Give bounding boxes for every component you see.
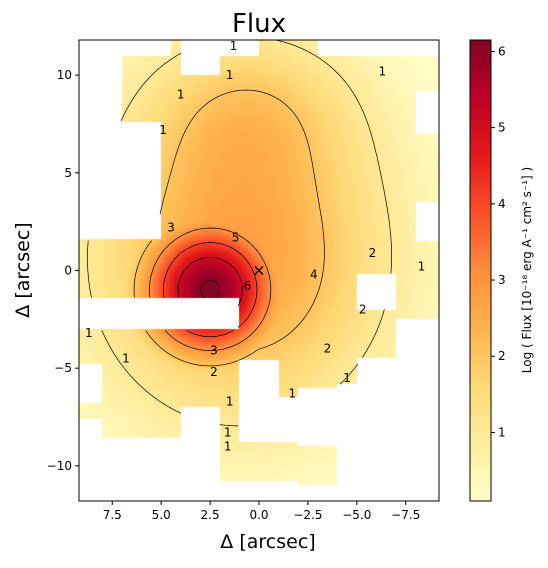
y-axis-label: Δ [arcsec] — [12, 222, 34, 317]
peak-cross: × — [252, 261, 265, 280]
contour-level-2 — [133, 89, 325, 367]
colorbar-label: Log ( Flux [10⁻¹⁸ erg A⁻¹ cm² s⁻¹] ) — [520, 167, 534, 373]
contour-label: 2 — [359, 303, 367, 317]
x-axis-label: Δ [arcsec] — [220, 531, 315, 553]
peak-marker: × — [252, 261, 265, 280]
contour-label: 1 — [418, 260, 426, 274]
colorbar-tick-label: 1 — [498, 425, 506, 439]
contour-label: 1 — [224, 439, 232, 453]
contour-label: 2 — [324, 342, 332, 356]
contour-label: 6 — [243, 279, 251, 293]
contour-label: 1 — [288, 387, 296, 401]
contour-level-5 — [177, 257, 243, 307]
colorbar-tick-label: 4 — [498, 197, 506, 211]
colorbar-ticks: 1 2 3 4 5 6 — [491, 44, 506, 439]
x-tick-label: −2.5 — [293, 508, 322, 522]
contour-label: 1 — [224, 426, 232, 440]
contour-level-4 — [162, 242, 258, 338]
colorbar-tick-label: 6 — [498, 44, 506, 58]
contour-label: 1 — [378, 64, 386, 78]
contour-label: 1 — [343, 371, 351, 385]
colorbar-tick-label: 2 — [498, 349, 506, 363]
contour-label: 3 — [210, 344, 218, 358]
colorbar-tick-label: 5 — [498, 121, 506, 135]
colorbar — [469, 39, 492, 502]
contour-level-6 — [200, 280, 220, 298]
contour-label: 4 — [310, 267, 318, 281]
contour-label: 1 — [122, 351, 130, 365]
y-tick-label: 0 — [64, 264, 72, 278]
contour-label: 2 — [210, 365, 218, 379]
contour-label: 2 — [369, 246, 377, 260]
contour-level-3 — [149, 227, 272, 351]
x-tick-label: 2.5 — [201, 508, 220, 522]
x-tick-label: 0.0 — [249, 508, 268, 522]
y-axis-ticks: 10 5 0 −5 −10 — [47, 68, 79, 473]
flux-heatmap — [79, 40, 439, 501]
x-tick-label: 5.0 — [152, 508, 171, 522]
y-tick-label: −10 — [47, 459, 72, 473]
y-tick-label: 10 — [57, 68, 72, 82]
y-tick-label: −5 — [54, 361, 72, 375]
chart-title: Flux — [232, 9, 286, 39]
contour-label: 1 — [226, 68, 234, 82]
x-axis-ticks: 7.5 5.0 2.5 0.0 −2.5 −5.0 −7.5 — [103, 501, 420, 522]
contour-label: 1 — [226, 394, 234, 408]
contour-label: 1 — [230, 39, 238, 53]
contour-label: 3 — [167, 221, 175, 235]
y-tick-label: 5 — [64, 166, 72, 180]
contour-label: 1 — [85, 326, 93, 340]
x-tick-label: −7.5 — [391, 508, 420, 522]
contour-label: 1 — [159, 123, 167, 137]
contour-label: 1 — [177, 88, 185, 102]
contour-label: 5 — [232, 230, 240, 244]
x-tick-label: 7.5 — [103, 508, 122, 522]
x-tick-label: −5.0 — [342, 508, 371, 522]
colorbar-tick-label: 3 — [498, 273, 506, 287]
contour-lines — [87, 40, 392, 427]
